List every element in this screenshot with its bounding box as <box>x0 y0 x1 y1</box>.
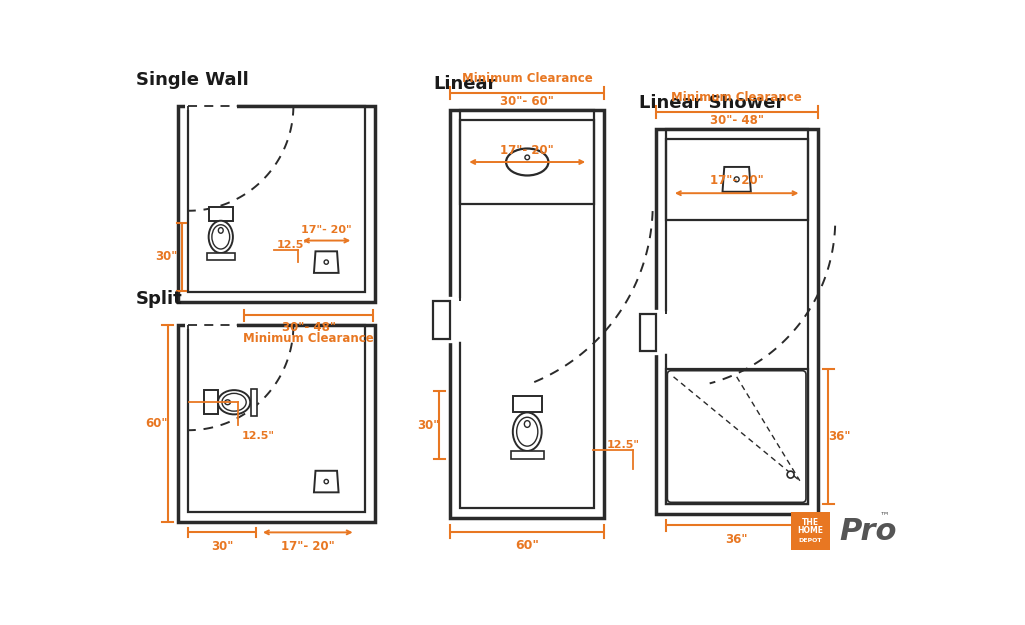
Ellipse shape <box>222 393 246 411</box>
Ellipse shape <box>218 228 223 233</box>
Text: ™: ™ <box>879 511 889 521</box>
Bar <box>178 325 375 522</box>
Circle shape <box>324 479 328 484</box>
Bar <box>656 129 818 514</box>
Circle shape <box>525 155 530 160</box>
Text: 17"- 20": 17"- 20" <box>709 174 764 187</box>
Bar <box>460 109 594 508</box>
Ellipse shape <box>525 421 530 428</box>
Ellipse shape <box>212 225 230 249</box>
Bar <box>189 325 365 512</box>
Text: 12.5": 12.5" <box>242 431 275 441</box>
Text: Pro: Pro <box>839 517 897 546</box>
Bar <box>460 119 594 204</box>
Text: 60": 60" <box>146 417 168 430</box>
Text: 30": 30" <box>417 419 440 432</box>
Ellipse shape <box>209 221 233 253</box>
Bar <box>207 254 235 259</box>
Ellipse shape <box>517 418 538 446</box>
Ellipse shape <box>224 400 231 404</box>
Polygon shape <box>314 471 338 492</box>
Bar <box>251 389 257 416</box>
Text: Linear Shower: Linear Shower <box>639 94 784 112</box>
Polygon shape <box>314 251 338 273</box>
Ellipse shape <box>506 149 548 176</box>
Text: THE: THE <box>802 518 819 527</box>
Bar <box>666 139 808 220</box>
Ellipse shape <box>512 412 541 451</box>
Bar <box>204 390 218 414</box>
Text: 30": 30" <box>155 250 177 263</box>
Text: Minimum Clearance: Minimum Clearance <box>462 72 592 85</box>
Text: 30": 30" <box>211 540 234 553</box>
FancyBboxPatch shape <box>667 371 806 503</box>
Text: Single Wall: Single Wall <box>136 71 249 89</box>
Bar <box>510 451 543 459</box>
Text: 17"- 20": 17"- 20" <box>301 225 352 235</box>
Text: 30"- 48": 30"- 48" <box>282 321 335 334</box>
Text: Linear: Linear <box>434 75 497 92</box>
Text: Split: Split <box>136 290 182 308</box>
Text: Minimum Clearance: Minimum Clearance <box>243 332 374 345</box>
Text: 17"- 20": 17"- 20" <box>500 144 555 158</box>
Text: 17"- 20": 17"- 20" <box>281 540 334 553</box>
Bar <box>666 129 808 504</box>
Bar <box>641 314 656 351</box>
Text: DEPOT: DEPOT <box>798 538 822 542</box>
Bar <box>209 207 233 221</box>
Bar <box>791 512 830 550</box>
Bar <box>512 396 541 412</box>
Ellipse shape <box>218 390 250 414</box>
Text: HOME: HOME <box>797 526 824 536</box>
Text: 60": 60" <box>516 539 539 552</box>
Bar <box>189 106 365 292</box>
Text: 36": 36" <box>828 430 851 443</box>
Polygon shape <box>723 167 751 192</box>
Text: Minimum Clearance: Minimum Clearance <box>671 91 802 104</box>
Bar <box>450 109 604 518</box>
Text: 30"- 48": 30"- 48" <box>709 114 764 128</box>
Text: 12.5": 12.5" <box>277 240 310 250</box>
Text: 12.5": 12.5" <box>607 440 640 450</box>
Bar <box>434 301 450 339</box>
Text: 30"- 60": 30"- 60" <box>500 95 555 108</box>
Circle shape <box>787 471 794 478</box>
Circle shape <box>324 260 328 264</box>
Text: 36": 36" <box>726 533 748 546</box>
Bar <box>178 106 375 302</box>
Circle shape <box>734 177 739 182</box>
Bar <box>666 369 808 504</box>
